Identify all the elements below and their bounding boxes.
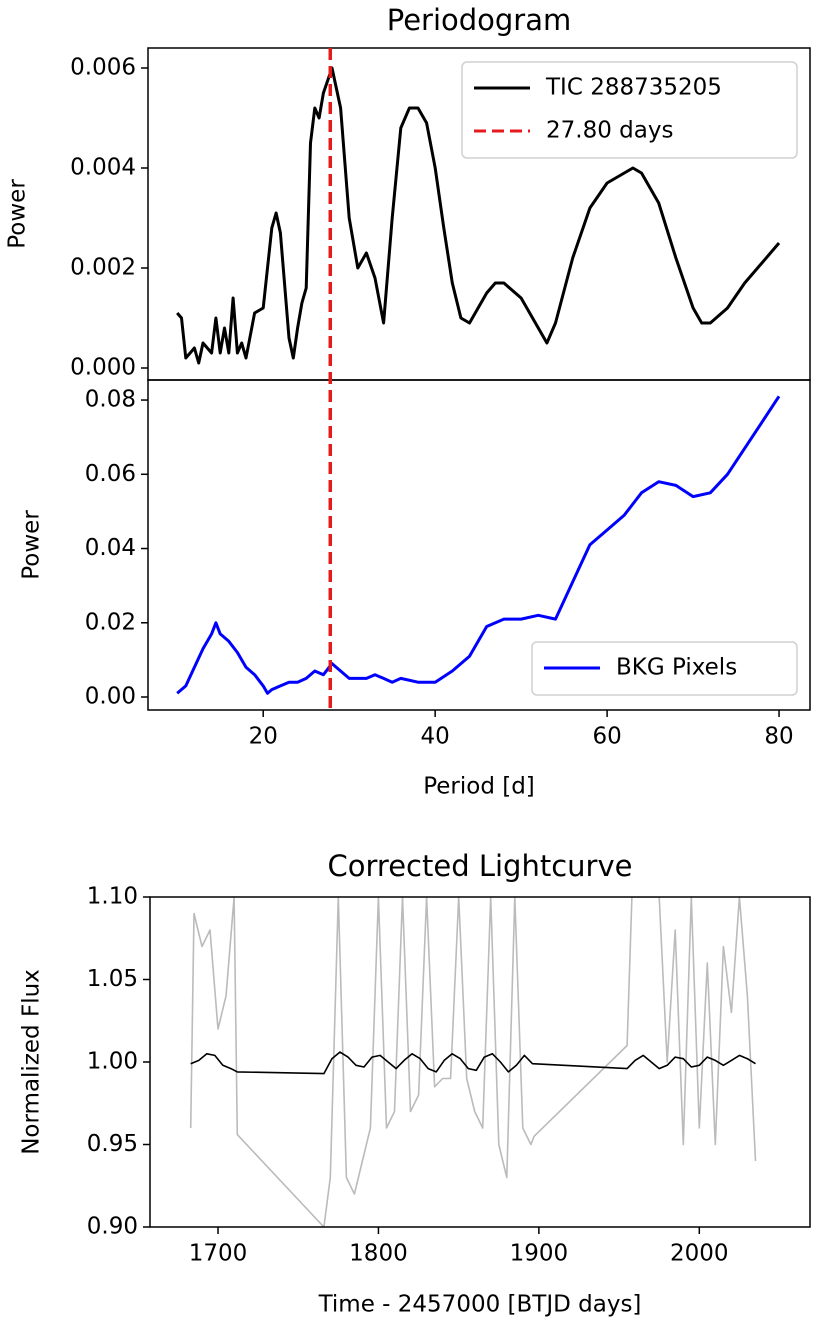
legend-label: BKG Pixels xyxy=(616,655,737,681)
y-tick-label: 0.00 xyxy=(85,684,136,710)
x-tick-label: 80 xyxy=(764,724,793,750)
x-tick-label: 2000 xyxy=(670,1241,729,1267)
y-tick-label: 0.06 xyxy=(85,461,136,487)
series-line xyxy=(176,66,781,365)
chart-title: Periodogram xyxy=(387,3,572,37)
y-tick-label: 0.004 xyxy=(70,155,136,181)
x-tick-label: 1700 xyxy=(189,1241,248,1267)
y-tick-label: 0.95 xyxy=(87,1131,138,1157)
y-tick-label: 0.04 xyxy=(85,535,136,561)
plot-area xyxy=(176,395,781,695)
y-axis-label: Normalized Flux xyxy=(19,969,45,1155)
x-tick-label: 20 xyxy=(249,724,278,750)
plot-area xyxy=(176,66,781,365)
chart-title: Corrected Lightcurve xyxy=(328,849,633,883)
x-tick-label: 1800 xyxy=(349,1241,408,1267)
y-tick-label: 0.02 xyxy=(85,609,136,635)
y-tick-label: 0.000 xyxy=(70,355,136,381)
legend-label: 27.80 days xyxy=(546,118,673,144)
legend-box xyxy=(531,641,798,696)
x-tick-label: 40 xyxy=(421,724,450,750)
y-axis-label: Power xyxy=(19,510,45,580)
y-axis-label: Power xyxy=(5,179,31,249)
x-tick-label: 60 xyxy=(592,724,621,750)
y-tick-label: 0.006 xyxy=(70,55,136,81)
legend-box xyxy=(461,61,798,159)
plot-frame xyxy=(147,379,811,711)
plot-area xyxy=(189,897,757,1227)
x-axis-label: Time - 2457000 [BTJD days] xyxy=(318,1292,642,1318)
series-line xyxy=(189,897,757,1227)
x-axis-label: Period [d] xyxy=(423,774,535,800)
series-line xyxy=(176,395,781,695)
series-line xyxy=(190,1051,756,1075)
y-tick-label: 1.00 xyxy=(87,1049,138,1075)
y-tick-label: 0.002 xyxy=(70,255,136,281)
y-tick-label: 0.90 xyxy=(87,1214,138,1240)
y-tick-label: 1.10 xyxy=(87,884,138,910)
legend-label: TIC 288735205 xyxy=(545,75,722,101)
x-tick-label: 1900 xyxy=(510,1241,569,1267)
y-tick-label: 0.08 xyxy=(85,387,136,413)
y-tick-label: 1.05 xyxy=(87,966,138,992)
